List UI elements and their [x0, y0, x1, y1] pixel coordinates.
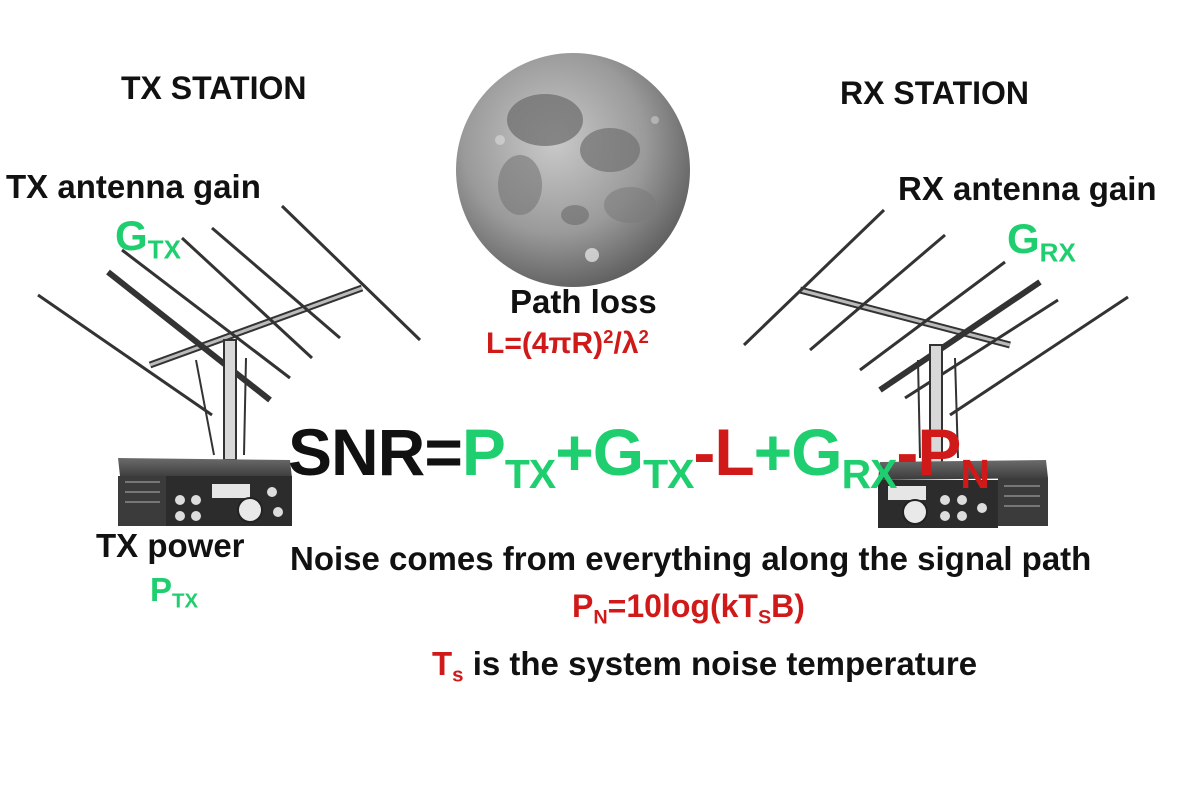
- noise-description: Noise comes from everything along the si…: [290, 540, 1092, 577]
- rx-yagi-antenna: [742, 208, 1129, 466]
- rx-antenna-gain-symbol: GRX: [1007, 215, 1076, 268]
- path-loss-formula: L=(4πR)2/λ2: [486, 325, 649, 360]
- moon-image: [456, 53, 690, 287]
- tx-antenna-gain-symbol: GTX: [115, 212, 181, 265]
- snr-equation: SNR=PTX+GTX-L+GRX-PN: [288, 415, 990, 498]
- noise-power-formula: PN=10log(kTSB): [572, 588, 805, 629]
- system-noise-temperature-note: Ts is the system noise temperature: [432, 645, 978, 687]
- tx-station-title: TX STATION: [121, 70, 307, 106]
- rx-station-title: RX STATION: [840, 75, 1030, 111]
- rx-radio-transceiver: [878, 460, 1048, 528]
- tx-power-label: TX power: [96, 527, 245, 564]
- tx-antenna-gain-label: TX antenna gain: [6, 168, 261, 205]
- rx-antenna-gain-label: RX antenna gain: [898, 170, 1157, 207]
- path-loss-title: Path loss: [510, 283, 657, 320]
- tx-yagi-antenna: [37, 204, 422, 461]
- tx-power-symbol: PTX: [150, 571, 199, 613]
- tx-radio-transceiver: [118, 458, 292, 526]
